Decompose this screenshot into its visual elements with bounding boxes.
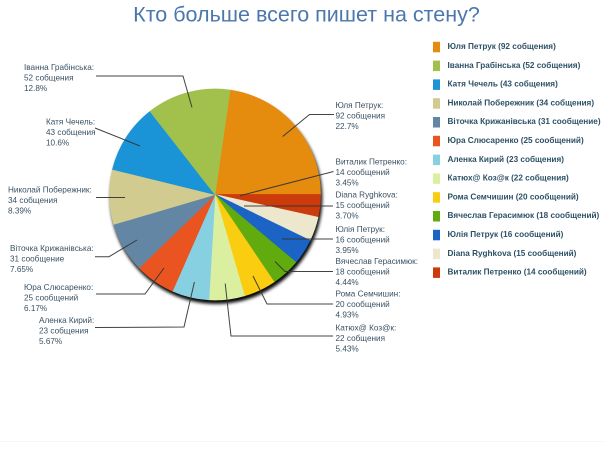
svg-text:3.45%: 3.45% <box>336 178 359 187</box>
svg-text:Віточка Крижанівська (31 сообщ: Віточка Крижанівська (31 сообщение) <box>448 116 601 126</box>
svg-text:Николай Побережник:: Николай Побережник: <box>8 185 92 194</box>
svg-text:14 сообщений: 14 сообщений <box>336 168 390 177</box>
svg-text:23 собщения: 23 собщения <box>39 327 89 336</box>
svg-text:8.39%: 8.39% <box>8 206 31 215</box>
svg-text:7.65%: 7.65% <box>10 265 33 274</box>
svg-text:22.7%: 22.7% <box>336 122 359 131</box>
svg-text:22 собщения: 22 собщения <box>336 334 386 343</box>
svg-text:Аленка Кирий:: Аленка Кирий: <box>39 316 94 325</box>
svg-text:18 сообщений: 18 сообщений <box>336 268 390 277</box>
svg-text:Аленка Кирий (23 собщения): Аленка Кирий (23 собщения) <box>448 154 565 164</box>
svg-text:Віточка Крижанівська:: Віточка Крижанівська: <box>10 244 94 253</box>
svg-text:Рома Семчишин (20 сообщений): Рома Семчишин (20 сообщений) <box>448 191 579 201</box>
svg-text:6.17%: 6.17% <box>24 304 47 313</box>
svg-text:Виталик Петренко:: Виталик Петренко: <box>336 157 408 166</box>
svg-text:Катюх@ Коз@к (22 собщения): Катюх@ Коз@к (22 собщения) <box>448 173 570 183</box>
svg-text:12.8%: 12.8% <box>24 84 47 93</box>
svg-text:Diana Ryghkova (15 сообщений): Diana Ryghkova (15 сообщений) <box>448 248 577 258</box>
svg-text:Николай Побережник (34 собщени: Николай Побережник (34 собщения) <box>448 97 595 107</box>
svg-text:Юра Слюсаренко (25 сообщений): Юра Слюсаренко (25 сообщений) <box>448 135 584 145</box>
svg-text:Юра Слюсаренко:: Юра Слюсаренко: <box>24 283 93 292</box>
svg-text:16 сообщений: 16 сообщений <box>336 236 390 245</box>
svg-text:52 собщения: 52 собщения <box>24 74 74 83</box>
svg-text:Катя Чечель:: Катя Чечель: <box>46 117 95 126</box>
svg-text:Катя Чечель (43 собщения): Катя Чечель (43 собщения) <box>448 79 559 89</box>
svg-text:Юлія Петрук (16 сообщений): Юлія Петрук (16 сообщений) <box>448 229 564 239</box>
svg-text:Юля Петрук (92 собщения): Юля Петрук (92 собщения) <box>448 41 557 51</box>
svg-text:Вячеслав Герасимюк:: Вячеслав Герасимюк: <box>336 257 419 266</box>
svg-text:Катюх@ Коз@к:: Катюх@ Коз@к: <box>336 324 397 333</box>
svg-text:4.44%: 4.44% <box>336 278 359 287</box>
svg-text:Іванна Грабінська (52 собщения: Іванна Грабінська (52 собщения) <box>448 60 581 70</box>
svg-text:5.43%: 5.43% <box>336 345 359 354</box>
svg-text:Diana Ryghkova:: Diana Ryghkova: <box>336 191 398 200</box>
svg-text:4.93%: 4.93% <box>336 311 359 320</box>
svg-text:Юля Петрук:: Юля Петрук: <box>336 101 384 110</box>
svg-text:34 собщения: 34 собщения <box>8 196 58 205</box>
svg-text:Виталик Петренко (14 сообщений: Виталик Петренко (14 сообщений) <box>448 267 587 277</box>
svg-text:20 сообщений: 20 сообщений <box>336 300 390 309</box>
svg-text:Рома Семчишин:: Рома Семчишин: <box>336 290 401 299</box>
svg-text:Вячеслав Герасимюк (18 сообщен: Вячеслав Герасимюк (18 сообщений) <box>448 210 600 220</box>
svg-text:Юлія Петрук:: Юлія Петрук: <box>336 225 386 234</box>
svg-text:10.6%: 10.6% <box>46 138 69 147</box>
svg-text:92 собщения: 92 собщения <box>336 112 386 121</box>
svg-text:3.95%: 3.95% <box>336 246 359 255</box>
svg-text:5.67%: 5.67% <box>39 337 62 346</box>
svg-text:25 сообщений: 25 сообщений <box>24 294 78 303</box>
svg-text:15 сообщений: 15 сообщений <box>336 201 390 210</box>
svg-text:Іванна Грабінська:: Іванна Грабінська: <box>24 63 94 72</box>
svg-text:Кто больше всего пишет на стен: Кто больше всего пишет на стену? <box>133 2 480 26</box>
svg-text:3.70%: 3.70% <box>336 212 359 221</box>
svg-text:43 собщения: 43 собщения <box>46 128 96 137</box>
svg-text:31 сообщение: 31 сообщение <box>10 254 65 263</box>
